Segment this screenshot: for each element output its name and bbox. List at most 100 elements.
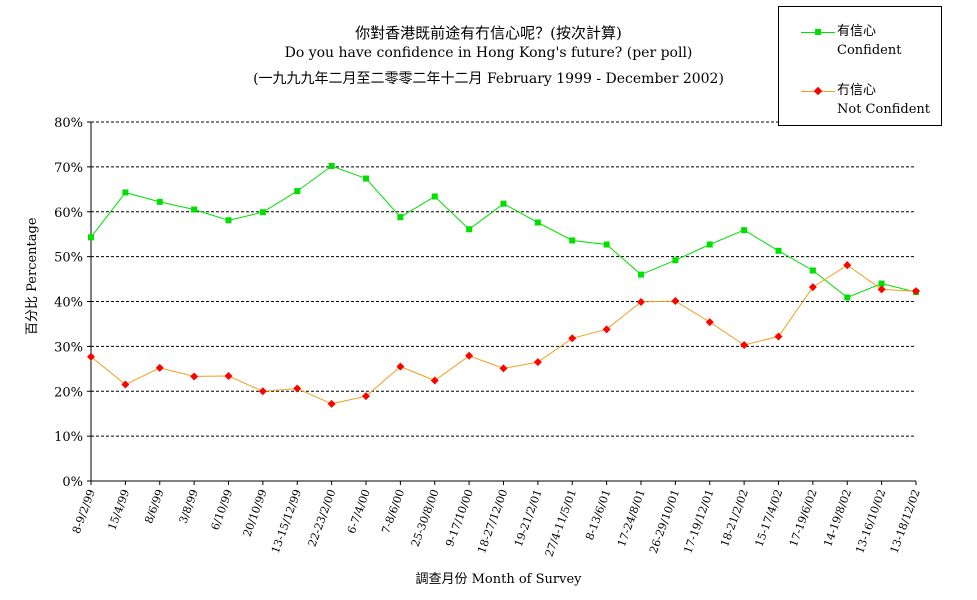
data-point-confident [328, 162, 335, 169]
x-tick-label: 18-21/2/02 [718, 488, 751, 549]
data-point-confident [431, 193, 438, 200]
data-point-confident [225, 217, 232, 224]
series-line-confident [90, 165, 917, 299]
data-point-not-confident [774, 332, 783, 341]
data-point-not-confident [155, 363, 164, 372]
legend-diamond-marker-icon [813, 86, 823, 96]
data-point-not-confident [465, 351, 474, 360]
data-point-not-confident [877, 285, 886, 294]
y-tick-label: 40% [54, 296, 83, 311]
data-point-not-confident [258, 387, 267, 396]
data-point-confident [363, 175, 369, 182]
y-tick-label: 50% [54, 251, 83, 266]
y-tick-label: 10% [54, 430, 83, 445]
legend-label-confident-zh: 有信心 [837, 24, 877, 39]
x-tick-labels: 8-9/2/99 15/4/99 8/6/99 3/8/99 6/10/99 20/10/… [70, 488, 923, 559]
data-point-not-confident [190, 372, 199, 381]
y-tick-label: 20% [54, 385, 83, 400]
data-point-confident [809, 267, 816, 274]
data-point-not-confident [637, 297, 645, 306]
data-point-confident [638, 271, 644, 278]
legend: 有信心 Confident 冇信心 Not Confident [778, 6, 942, 126]
data-point-confident [878, 280, 885, 287]
data-point-confident [156, 198, 163, 205]
data-point-confident [500, 200, 507, 207]
data-point-not-confident [499, 364, 508, 373]
x-tick-label: 22-23/2/00 [306, 488, 339, 549]
data-point-not-confident [293, 384, 302, 393]
x-tick-label: 13-15/12/99 [269, 488, 304, 556]
x-tick-label: 6-7/4/00 [345, 488, 373, 536]
data-point-confident [397, 214, 404, 221]
legend-square-marker-icon [815, 29, 821, 35]
data-point-not-confident [671, 297, 680, 306]
data-point-not-confident [327, 399, 336, 408]
legend-label-confident-en: Confident [837, 43, 902, 58]
x-axis-label: 調查月份 Month of Survey [415, 572, 582, 587]
data-point-confident [466, 226, 473, 233]
x-tick-label: 18-27/12/00 [475, 488, 510, 556]
data-point-not-confident [568, 334, 577, 343]
data-point-confident [88, 234, 94, 241]
data-point-confident [191, 206, 198, 213]
x-tick-label: 20/10/99 [241, 488, 270, 539]
data-point-not-confident [533, 358, 542, 367]
y-tick-label: 60% [54, 206, 83, 221]
x-tick-label: 6/10/99 [209, 488, 236, 532]
data-point-confident [259, 209, 266, 216]
x-tick-label: 15/4/99 [105, 488, 132, 532]
data-point-confident [294, 188, 301, 195]
data-point-not-confident [396, 362, 405, 371]
grid-lines [91, 121, 916, 437]
data-point-not-confident [843, 261, 852, 270]
y-tick-labels: 0% 10% 20% 30% 40% 50% 60% 70% 80% [54, 116, 83, 490]
x-tick-label: 13-18/12/02 [888, 488, 923, 556]
y-axis-label: 百分比 Percentage [25, 217, 40, 335]
x-tick-label: 17-19/6/02 [787, 488, 820, 549]
data-point-confident [672, 257, 679, 264]
data-point-confident [569, 237, 576, 244]
x-tick-label: 8-13/6/01 [583, 488, 613, 542]
series-line-not-confident [90, 264, 917, 405]
series-markers [87, 162, 920, 408]
chart-subtitle: (一九九九年二月至二零零二年十二月 February 1999 - Decemb… [253, 71, 724, 87]
x-tick-label: 27/4-11/5/01 [543, 488, 579, 559]
x-tick-label: 7-8/6/00 [379, 488, 407, 536]
data-point-confident [706, 241, 713, 248]
data-point-confident [603, 241, 610, 248]
x-tick-label: 8/6/99 [142, 488, 166, 526]
data-point-not-confident [705, 318, 714, 327]
y-tick-label: 0% [62, 475, 83, 490]
chart-title-english: Do you have confidence in Hong Kong's fu… [284, 45, 693, 61]
data-point-not-confident [808, 283, 817, 292]
x-tick-label: 19-21/2/01 [512, 488, 545, 549]
data-point-confident [844, 294, 851, 301]
data-point-confident [122, 189, 129, 196]
x-tick-label: 3/8/99 [177, 488, 201, 526]
data-point-confident [775, 247, 782, 254]
data-point-not-confident [87, 352, 95, 361]
x-tick-label: 25-30/8/00 [409, 488, 442, 549]
chart-title-chinese: 你對香港既前途有冇信心呢？(按次計算) [355, 24, 622, 42]
y-tick-label: 70% [54, 161, 83, 176]
legend-item-confident: 有信心 Confident [779, 21, 943, 61]
legend-label-not-confident-zh: 冇信心 [837, 83, 877, 98]
x-tick-label: 13-16/10/02 [853, 488, 888, 556]
data-point-not-confident [362, 392, 370, 401]
data-point-not-confident [224, 371, 233, 380]
x-tick-label: 17-24/8/01 [615, 488, 648, 549]
legend-item-not-confident: 冇信心 Not Confident [779, 80, 943, 120]
data-point-confident [741, 227, 748, 234]
x-tick-label: 26-29/10/01 [647, 488, 682, 556]
x-tick-label: 9-17/10/00 [443, 488, 476, 549]
data-point-not-confident [430, 376, 439, 385]
data-point-not-confident [912, 287, 920, 296]
data-point-confident [534, 219, 541, 226]
data-point-not-confident [121, 380, 130, 389]
data-point-not-confident [602, 325, 611, 334]
y-tick-label: 80% [54, 116, 83, 131]
axes [87, 121, 917, 485]
legend-label-not-confident-en: Not Confident [837, 102, 930, 117]
x-tick-label: 14-19/8/02 [821, 488, 854, 549]
